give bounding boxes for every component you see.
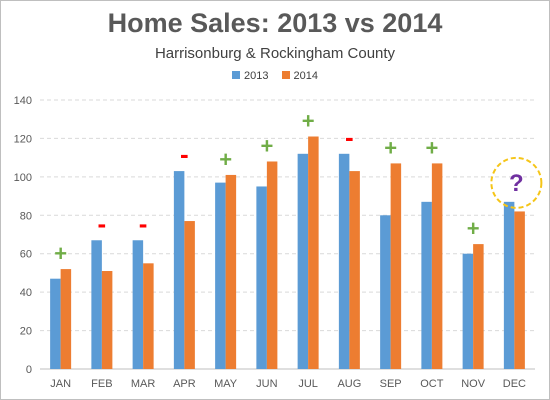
legend-swatch-2014 xyxy=(281,71,290,80)
bar-2014-jan xyxy=(60,269,72,369)
y-tick-label-0: 0 xyxy=(26,364,32,376)
bar-2013-mar xyxy=(132,240,144,369)
bar-2014-may xyxy=(225,174,237,369)
x-tick-label-nov: NOV xyxy=(461,378,486,390)
bar-2013-sep xyxy=(380,215,391,369)
bar-2014-jul xyxy=(308,136,319,369)
bar-2014-aug xyxy=(349,171,360,369)
decrease-marker-mar: - xyxy=(139,208,148,238)
increase-marker-may: + xyxy=(219,147,232,172)
bar-2013-jan xyxy=(50,278,61,369)
legend-item-2014: 2014 xyxy=(281,70,319,82)
x-tick-label-oct: OCT xyxy=(420,378,444,390)
bar-2014-mar xyxy=(143,263,154,369)
x-tick-label-jul: JUL xyxy=(298,378,318,390)
x-tick-label-jan: JAN xyxy=(50,378,71,390)
y-tick-label-140: 140 xyxy=(14,95,32,107)
x-tick-label-apr: APR xyxy=(173,378,196,390)
legend-label-2014: 2014 xyxy=(293,70,319,82)
x-tick-label-dec: DEC xyxy=(503,378,526,390)
x-tick-label-mar: MAR xyxy=(131,378,156,390)
bar-2013-dec xyxy=(503,201,515,369)
y-tick-label-120: 120 xyxy=(14,133,32,145)
bar-2014-nov xyxy=(473,244,484,369)
bar-2013-may xyxy=(215,182,226,369)
decrease-marker-aug: - xyxy=(345,122,354,152)
y-tick-label-40: 40 xyxy=(20,287,32,299)
legend-swatch-2013 xyxy=(231,71,240,80)
bar-2014-jun xyxy=(266,161,278,369)
increase-marker-sep: + xyxy=(384,135,397,160)
chart-subtitle: Harrisonburg & Rockingham County xyxy=(154,45,396,62)
decrease-marker-apr: - xyxy=(180,139,189,169)
x-tick-label-jun: JUN xyxy=(256,378,277,390)
bar-2013-oct xyxy=(421,201,432,369)
bar-2014-oct xyxy=(431,163,443,369)
chart-title: Home Sales: 2013 vs 2014 xyxy=(107,8,443,38)
x-tick-label-sep: SEP xyxy=(380,378,402,390)
increase-marker-oct: + xyxy=(425,135,438,160)
y-tick-label-80: 80 xyxy=(20,210,32,222)
increase-marker-jun: + xyxy=(260,133,273,158)
bar-2013-feb xyxy=(91,240,102,369)
legend-item-2013: 2013 xyxy=(231,70,269,82)
bar-2014-dec xyxy=(514,211,525,369)
unknown-marker-dec: ? xyxy=(509,170,524,197)
bar-2014-feb xyxy=(101,271,113,369)
bar-2014-sep xyxy=(390,163,402,369)
bar-2013-apr xyxy=(173,171,185,369)
highlight-circle-dec xyxy=(490,156,543,209)
y-tick-label-20: 20 xyxy=(20,326,32,338)
y-tick-label-100: 100 xyxy=(14,172,32,184)
legend: 2013 2014 xyxy=(0,70,550,82)
increase-marker-jan: + xyxy=(54,241,67,266)
decrease-marker-feb: - xyxy=(98,208,107,238)
x-tick-label-may: MAY xyxy=(214,378,238,390)
increase-marker-nov: + xyxy=(467,216,480,241)
bar-2013-jun xyxy=(256,186,267,369)
bar-2013-nov xyxy=(462,253,474,369)
bar-2013-jul xyxy=(297,153,309,369)
x-tick-label-aug: AUG xyxy=(337,378,361,390)
y-tick-label-60: 60 xyxy=(20,249,32,261)
bar-2013-aug xyxy=(338,153,350,369)
x-tick-label-feb: FEB xyxy=(91,378,112,390)
legend-label-2013: 2013 xyxy=(243,70,269,82)
increase-marker-jul: + xyxy=(302,109,315,134)
bar-2014-apr xyxy=(184,221,195,369)
